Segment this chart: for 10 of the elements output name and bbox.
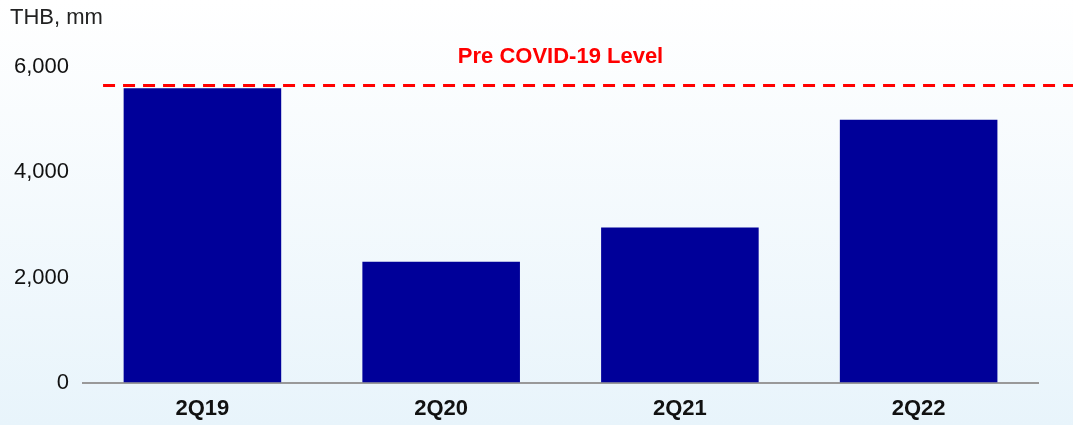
y-tick-label: 0 [56, 368, 70, 394]
x-tick-label: 2Q20 [414, 394, 469, 420]
y-axis-title: THB, mm [10, 4, 103, 30]
y-tick-label: 4,000 [13, 158, 70, 184]
x-tick-label: 2Q22 [891, 394, 946, 420]
x-tick-label: 2Q21 [652, 394, 707, 420]
x-tick-label: 2Q19 [175, 394, 230, 420]
y-tick-label: 6,000 [13, 53, 70, 79]
y-tick-label: 2,000 [13, 263, 70, 289]
ref-line-label: Pre COVID-19 Level [457, 42, 664, 68]
